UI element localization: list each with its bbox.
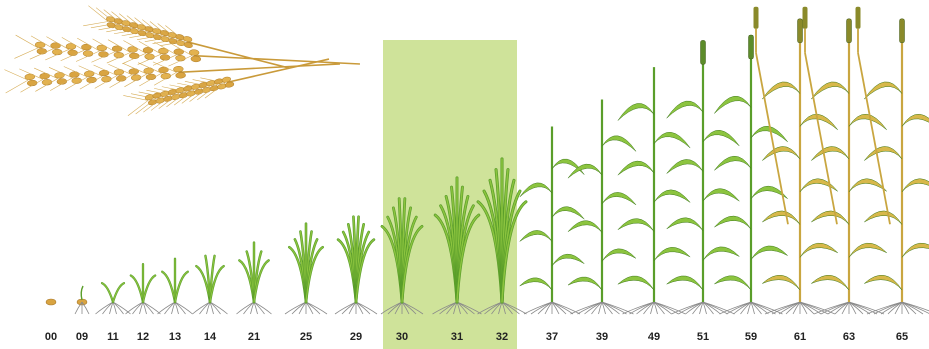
plant-stage-63 (802, 6, 887, 315)
plant-stage-14 (192, 254, 228, 315)
plant-stage-65 (855, 6, 929, 315)
plant-stage-31 (432, 176, 482, 315)
plant-stage-59 (714, 34, 788, 315)
stage-label-51: 51 (696, 331, 710, 343)
stage-label-37: 37 (545, 331, 559, 343)
plant-stage-13 (157, 257, 193, 315)
stage-label-25: 25 (299, 331, 313, 343)
stage-label-31: 31 (450, 331, 464, 343)
plant-stage-09 (74, 285, 90, 315)
stage-label-30: 30 (395, 331, 409, 343)
stage-label-00: 00 (44, 331, 58, 343)
stage-label-12: 12 (136, 331, 150, 343)
stage-label-11: 11 (107, 331, 119, 343)
plant-stage-37 (519, 126, 585, 315)
plant-stage-49 (617, 67, 691, 315)
stage-label-32: 32 (495, 331, 509, 343)
plant-stage-39 (567, 99, 637, 315)
wheat-ears-image (4, 5, 360, 116)
stage-label-21: 21 (247, 331, 261, 343)
plant-stage-21 (236, 241, 272, 315)
stage-label-39: 39 (595, 331, 609, 343)
stage-label-09: 09 (75, 331, 89, 343)
plant-stage-00 (45, 298, 57, 306)
plant-stage-25 (284, 222, 328, 315)
stage-label-13: 13 (168, 331, 182, 343)
stage-label-14: 14 (203, 331, 217, 343)
plant-stage-29 (334, 215, 378, 315)
plant-stage-11 (95, 282, 131, 315)
stage-label-61: 61 (793, 331, 807, 343)
plant-stage-32 (476, 157, 528, 315)
stage-label-49: 49 (647, 331, 661, 343)
plant-stage-12 (125, 263, 161, 315)
plant-stage-30 (380, 197, 424, 315)
stage-label-63: 63 (842, 331, 856, 343)
plant-stage-51 (666, 40, 740, 315)
stage-label-65: 65 (895, 331, 909, 343)
stage-label-59: 59 (744, 331, 758, 343)
plant-stage-61 (753, 6, 838, 315)
stage-label-29: 29 (349, 331, 363, 343)
